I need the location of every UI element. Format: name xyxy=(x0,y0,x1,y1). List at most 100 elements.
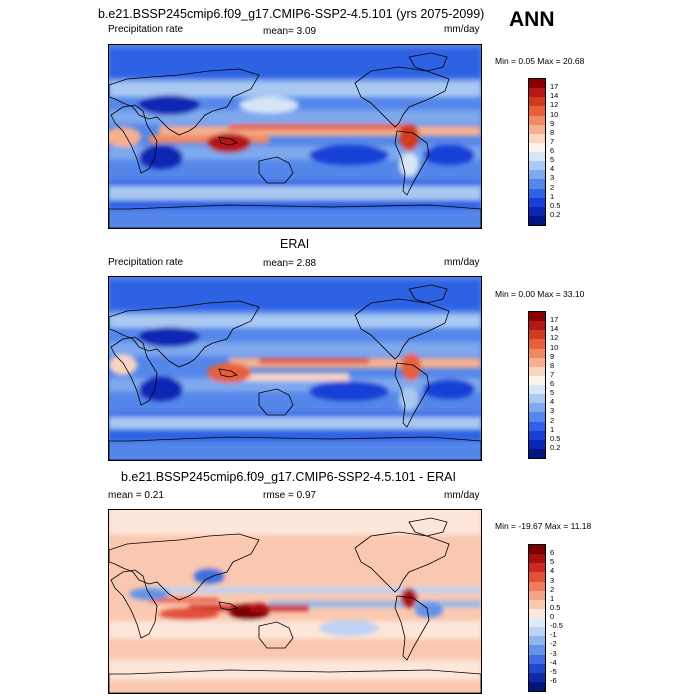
colorbar-swatch xyxy=(529,170,545,180)
field-blob xyxy=(139,377,183,401)
colorbar-swatch xyxy=(529,206,545,216)
coastline xyxy=(354,66,450,128)
panel-2-title: ERAI xyxy=(280,237,310,251)
colorbar-tick-label: 6 xyxy=(550,146,555,155)
coastline xyxy=(354,298,450,360)
colorbar-tick-label: 6 xyxy=(550,548,555,558)
colorbar-swatch xyxy=(529,645,545,655)
field-blob xyxy=(249,603,269,613)
coastline xyxy=(110,336,158,406)
colorbar-tick-label: 14 xyxy=(550,324,559,334)
colorbar-tick-label: 17 xyxy=(550,82,559,92)
coastline xyxy=(258,388,294,416)
colorbar-swatch xyxy=(529,106,545,116)
colorbar-swatch xyxy=(529,312,545,322)
map-field-shading xyxy=(109,280,481,441)
colorbar-swatch xyxy=(529,663,545,673)
colorbar-tick-label: 9 xyxy=(550,351,555,361)
colorbar-swatch xyxy=(529,79,545,89)
colorbar-tick-label: 5 xyxy=(550,388,555,398)
panel-1-units-label: mm/day xyxy=(444,24,480,35)
panel-2-units-label: mm/day xyxy=(444,257,480,268)
field-band xyxy=(109,417,481,429)
field-band xyxy=(109,510,481,535)
field-blob xyxy=(399,387,419,411)
colorbar-tick-label: 4 xyxy=(550,566,555,576)
field-blob xyxy=(423,145,475,165)
colorbar-swatch xyxy=(529,681,545,691)
panel-2-colorbar xyxy=(528,311,546,459)
colorbar-tick-label: -0.5 xyxy=(550,621,563,631)
field-blob xyxy=(159,608,219,620)
field-blob xyxy=(309,381,389,401)
field-band xyxy=(109,660,481,680)
colorbar-swatch xyxy=(529,636,545,646)
coastline xyxy=(394,362,430,428)
field-band xyxy=(109,280,481,310)
coastline xyxy=(109,436,481,460)
field-band xyxy=(229,124,409,130)
colorbar-tick-label: 12 xyxy=(550,100,559,110)
field-blob xyxy=(193,568,225,584)
panel-3-rmse-label: rmse = 0.97 xyxy=(263,490,317,501)
colorbar-swatch xyxy=(529,599,545,609)
coastline xyxy=(218,601,238,611)
field-band xyxy=(159,126,481,136)
field-blob xyxy=(423,379,475,399)
colorbar-swatch xyxy=(529,439,545,449)
field-blob xyxy=(415,602,443,618)
field-band xyxy=(109,81,481,97)
coastline xyxy=(109,68,260,136)
colorbar-tick-label: -1 xyxy=(550,630,557,640)
coastline xyxy=(394,595,430,661)
coastline xyxy=(408,52,448,72)
field-blob xyxy=(139,145,183,169)
season-label: ANN xyxy=(509,8,555,31)
colorbar-tick-label: 14 xyxy=(550,91,559,101)
colorbar-swatch xyxy=(529,366,545,376)
panel-3-colorbar xyxy=(528,544,546,692)
panel-1-map-field xyxy=(109,45,481,228)
panel-2-mean-label: mean= 2.88 xyxy=(263,258,317,269)
colorbar-tick-label: -2 xyxy=(550,639,557,649)
field-blob xyxy=(401,353,421,381)
colorbar-tick-label: 0.2 xyxy=(550,209,561,219)
coastline xyxy=(109,300,260,368)
colorbar-swatch xyxy=(529,430,545,440)
panel-1-map xyxy=(108,44,482,229)
field-blob xyxy=(309,145,389,165)
colorbar-swatch xyxy=(529,133,545,143)
colorbar-swatch xyxy=(529,97,545,107)
field-blob xyxy=(207,133,251,153)
field-blob xyxy=(239,97,299,113)
colorbar-tick-label: -3 xyxy=(550,648,557,658)
colorbar-swatch xyxy=(529,421,545,431)
panel-2-map-field xyxy=(109,277,481,460)
colorbar-tick-label: 10 xyxy=(550,342,559,352)
panel-3-title: b.e21.BSSP245cmip6.f09_g17.CMIP6-SSP2-4.… xyxy=(121,470,456,484)
panel-1-title: b.e21.BSSP245cmip6.f09_g17.CMIP6-SSP2-4.… xyxy=(98,7,485,21)
panel-1-minmax: Min = 0.05 Max = 20.68 xyxy=(495,56,585,66)
colorbar-tick-label: 0.5 xyxy=(550,602,561,612)
colorbar-swatch xyxy=(529,545,545,555)
panel-2-variable-label: Precipitation rate xyxy=(108,257,184,268)
colorbar-swatch xyxy=(529,357,545,367)
colorbar-tick-label: -6 xyxy=(550,675,557,685)
colorbar-swatch xyxy=(529,654,545,664)
colorbar-swatch xyxy=(529,572,545,582)
coastline xyxy=(110,104,158,174)
colorbar-tick-label: 6 xyxy=(550,379,555,388)
colorbar-tick-label: 8 xyxy=(550,127,555,137)
map-field-shading xyxy=(109,510,481,680)
map-field-shading xyxy=(109,48,481,209)
colorbar-tick-label: 0.5 xyxy=(550,433,561,443)
coastline xyxy=(258,621,294,649)
colorbar-tick-label: 5 xyxy=(550,155,555,165)
colorbar-swatch xyxy=(529,627,545,637)
colorbar-tick-label: 3 xyxy=(550,575,555,585)
colorbar-swatch xyxy=(529,161,545,171)
colorbar-swatch xyxy=(529,88,545,98)
field-blob xyxy=(109,127,141,147)
colorbar-swatch xyxy=(529,375,545,385)
colorbar-tick-label: -5 xyxy=(550,666,557,676)
